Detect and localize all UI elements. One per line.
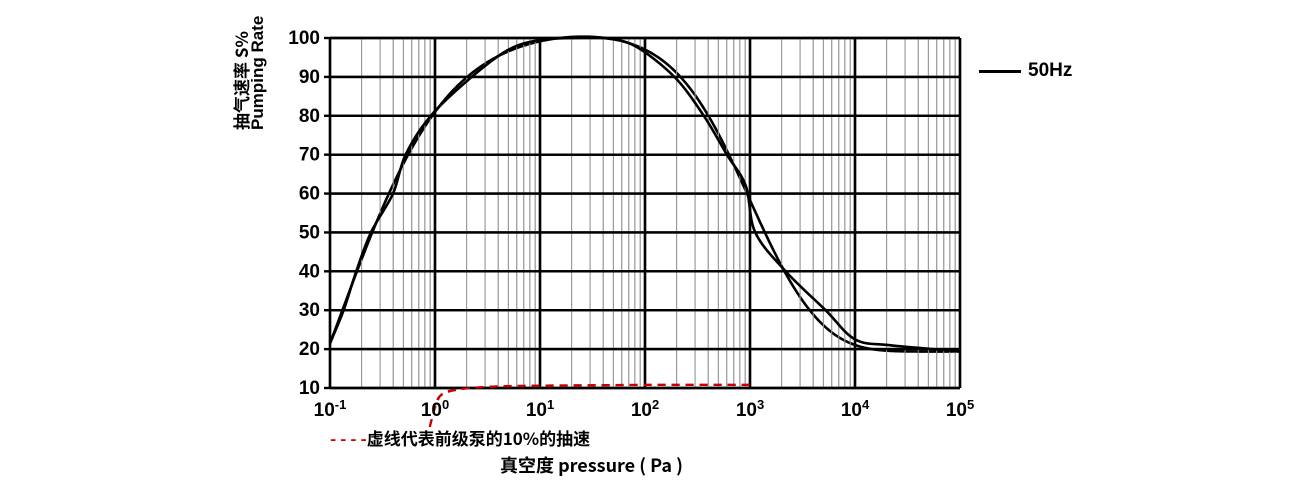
- svg-text:104: 104: [841, 397, 870, 422]
- svg-text:40: 40: [299, 261, 320, 282]
- svg-text:105: 105: [946, 397, 974, 422]
- svg-text:10: 10: [299, 378, 320, 399]
- svg-text:70: 70: [299, 145, 320, 166]
- svg-text:102: 102: [631, 397, 659, 422]
- svg-text:100: 100: [421, 397, 449, 422]
- svg-text:10-1: 10-1: [314, 397, 347, 422]
- svg-text:60: 60: [299, 184, 320, 205]
- svg-text:100: 100: [288, 28, 320, 49]
- svg-text:50: 50: [299, 222, 320, 243]
- svg-text:80: 80: [299, 106, 320, 127]
- svg-text:90: 90: [299, 67, 320, 88]
- svg-text:103: 103: [736, 397, 764, 422]
- svg-text:30: 30: [299, 300, 320, 321]
- svg-text:101: 101: [526, 397, 554, 422]
- svg-text:20: 20: [299, 339, 320, 360]
